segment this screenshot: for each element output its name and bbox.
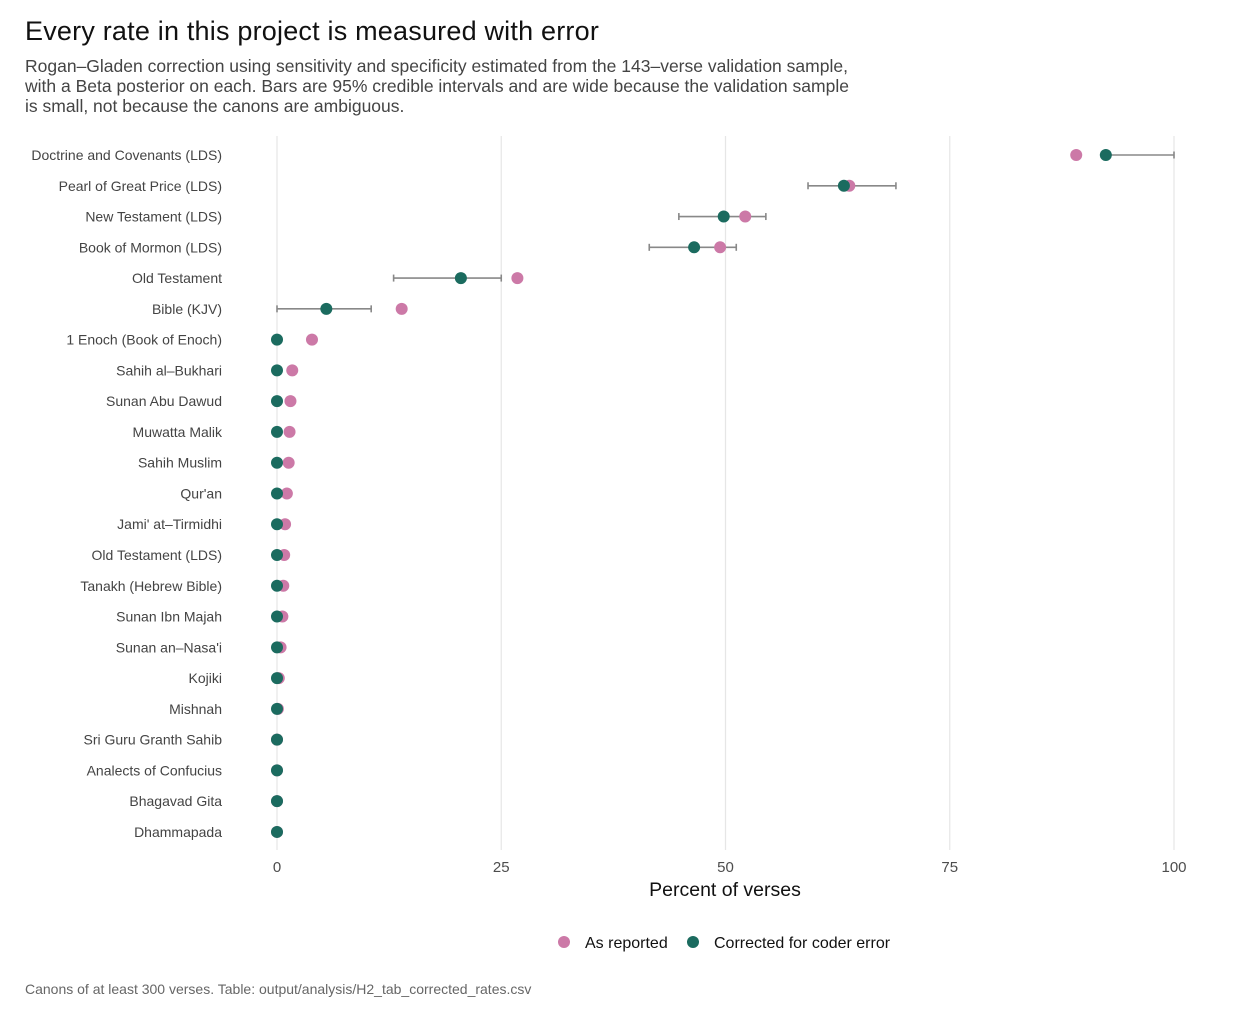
reported-point — [305, 333, 318, 346]
corrected-point — [271, 795, 283, 808]
legend-swatch-reported — [558, 936, 570, 948]
reported-point — [1070, 149, 1083, 161]
y-label: Sahih Muslim — [138, 455, 222, 471]
y-label: Sunan Ibn Majah — [116, 609, 222, 625]
x-tick-label: 0 — [273, 859, 281, 876]
corrected-point — [271, 702, 283, 715]
corrected-point — [271, 825, 283, 838]
y-label: Sunan an–Nasa'i — [116, 639, 222, 655]
reported-point — [714, 241, 727, 254]
reported-point — [286, 364, 299, 377]
corrected-point — [271, 672, 283, 685]
corrected-point — [688, 241, 701, 254]
corrected-point — [271, 456, 283, 469]
legend-swatch-corrected — [687, 936, 699, 948]
reported-points — [271, 149, 1083, 838]
y-label: Sahih al–Bukhari — [116, 362, 222, 378]
grid-lines — [276, 136, 1175, 850]
corrected-point — [271, 395, 283, 408]
y-label: Old Testament (LDS) — [92, 547, 222, 563]
corrected-point — [271, 425, 283, 438]
chart-subtitle: Rogan–Gladen correction using sensitivit… — [25, 56, 849, 116]
y-label: Pearl of Great Price (LDS) — [59, 178, 222, 194]
corrected-point — [271, 610, 283, 623]
corrected-point — [271, 518, 283, 531]
y-label: Jami' at–Tirmidhi — [117, 516, 222, 532]
x-axis-ticks: 0 25 50 75 100 — [273, 859, 1187, 876]
y-axis-labels: Doctrine and Covenants (LDS) Pearl of Gre… — [31, 147, 223, 840]
legend-label-corrected: Corrected for coder error — [714, 935, 891, 952]
y-label: Analects of Confucius — [87, 762, 222, 778]
corrected-points — [271, 149, 1112, 838]
corrected-point — [271, 764, 283, 777]
corrected-point — [320, 302, 333, 315]
corrected-point — [1099, 149, 1112, 161]
x-tick-label: 25 — [493, 859, 510, 876]
corrected-point — [271, 487, 283, 500]
corrected-point — [837, 179, 850, 192]
reported-point — [282, 456, 295, 469]
y-label: 1 Enoch (Book of Enoch) — [66, 332, 222, 348]
corrected-point — [271, 641, 283, 654]
y-label: Muwatta Malik — [133, 424, 223, 440]
y-label: Mishnah — [169, 701, 222, 717]
reported-point — [739, 210, 752, 223]
x-axis-title: Percent of verses — [649, 879, 801, 901]
reported-point — [280, 487, 293, 500]
y-label: Bible (KJV) — [152, 301, 222, 317]
corrected-point — [271, 579, 283, 592]
y-label: Doctrine and Covenants (LDS) — [31, 147, 222, 163]
x-tick-label: 75 — [941, 859, 958, 876]
corrected-point — [271, 733, 283, 746]
reported-point — [395, 302, 408, 315]
y-label: New Testament (LDS) — [85, 209, 222, 225]
y-label: Tanakh (Hebrew Bible) — [80, 578, 222, 594]
y-label: Sunan Abu Dawud — [106, 393, 222, 409]
y-label: Kojiki — [189, 670, 222, 686]
reported-point — [283, 425, 296, 438]
corrected-point — [271, 333, 283, 346]
legend-label-reported: As reported — [585, 935, 668, 952]
reported-point — [511, 272, 524, 285]
corrected-point — [271, 364, 283, 377]
chart-caption: Canons of at least 300 verses. Table: ou… — [25, 981, 532, 997]
chart-title: Every rate in this project is measured w… — [25, 16, 600, 46]
y-label: Qur'an — [180, 485, 222, 501]
x-tick-label: 50 — [717, 859, 734, 876]
reported-point — [284, 395, 297, 408]
y-label: Old Testament — [132, 270, 222, 286]
x-tick-label: 100 — [1161, 859, 1186, 876]
y-label: Sri Guru Granth Sahib — [83, 732, 222, 748]
y-label: Bhagavad Gita — [129, 793, 222, 809]
corrected-point — [271, 549, 283, 562]
y-label: Book of Mormon (LDS) — [79, 239, 222, 255]
corrected-point — [717, 210, 730, 223]
corrected-point — [454, 272, 467, 285]
legend: As reported Corrected for coder error — [558, 935, 891, 952]
y-label: Dhammapada — [134, 824, 222, 840]
